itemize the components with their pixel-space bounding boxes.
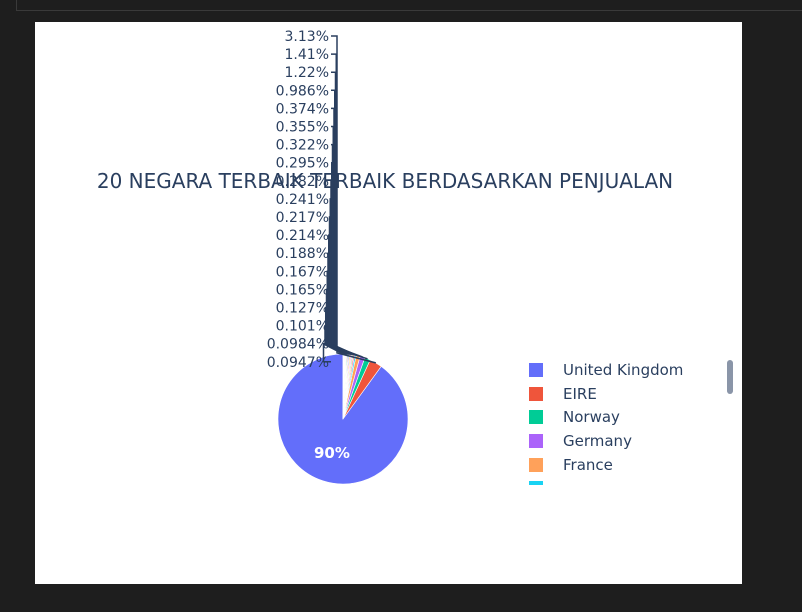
legend-swatch <box>529 481 543 485</box>
slice-label: 0.214% <box>276 228 329 244</box>
legend-swatch <box>529 386 543 401</box>
leader-line <box>331 35 377 364</box>
legend-label: EIRE <box>563 384 597 403</box>
slice-label: 0.127% <box>276 301 329 317</box>
leader-line <box>331 89 359 357</box>
legend-item-partial[interactable] <box>527 476 752 485</box>
legend-item-united-kingdom[interactable]: United Kingdom <box>527 358 752 382</box>
slice-label: 0.355% <box>276 120 329 136</box>
legend-swatch <box>529 362 543 377</box>
slice-label: 0.188% <box>276 246 329 262</box>
window-top-strip <box>16 0 802 11</box>
legend-label: Germany <box>563 431 632 450</box>
legend-scrollbar[interactable] <box>727 360 733 394</box>
slice-label: 0.165% <box>276 282 329 298</box>
slice-label: 0.295% <box>276 156 329 172</box>
leader-line <box>331 71 363 358</box>
legend-label: France <box>563 455 613 474</box>
leader-line <box>331 53 368 360</box>
legend-swatch <box>529 433 543 448</box>
pie-slice[interactable] <box>277 353 409 485</box>
slice-label: 0.217% <box>276 210 329 226</box>
legend-item-norway[interactable]: Norway <box>527 405 752 429</box>
slice-label: 0.0984% <box>267 337 329 353</box>
legend-item-france[interactable]: France <box>527 453 752 477</box>
slice-label: 3.13% <box>285 29 329 45</box>
plot-area: 20 NEGARA TERBAIK TERBAIK BERDASARKAN PE… <box>35 22 742 584</box>
slice-label: 0.167% <box>276 264 329 280</box>
slice-label: 90% <box>314 444 350 462</box>
chart-title: 20 NEGARA TERBAIK TERBAIK BERDASARKAN PE… <box>97 169 673 193</box>
legend-label: Norway <box>563 408 620 427</box>
pie-chart: 20 NEGARA TERBAIK TERBAIK BERDASARKAN PE… <box>97 29 673 485</box>
leader-line <box>331 107 356 356</box>
slice-label: 0.374% <box>276 101 329 117</box>
legend-label: United Kingdom <box>563 360 684 379</box>
slice-label: 0.241% <box>276 192 329 208</box>
legend-swatch <box>529 457 543 472</box>
slice-label: 1.41% <box>285 47 329 63</box>
legend-item-eire[interactable]: EIRE <box>527 382 752 406</box>
window-corner-mark <box>0 0 17 10</box>
slice-label: 0.101% <box>276 319 329 335</box>
slice-labels: 90% 3.13% 1.41% 1.22% 0.986% 0.374% 0.355% 0.32… <box>267 29 350 462</box>
leader-lines <box>322 35 377 364</box>
legend[interactable]: United Kingdom EIRE Norway Germany Franc… <box>527 358 752 485</box>
legend-item-germany[interactable]: Germany <box>527 429 752 453</box>
slice-label: 0.282% <box>276 174 329 190</box>
slice-label: 0.986% <box>276 83 329 99</box>
slice-label: 0.0947% <box>267 355 329 371</box>
pie-slices <box>277 353 409 485</box>
slice-label: 0.322% <box>276 138 329 154</box>
legend-swatch <box>529 410 543 425</box>
leader-line <box>322 342 344 363</box>
slice-label: 1.22% <box>285 65 329 81</box>
